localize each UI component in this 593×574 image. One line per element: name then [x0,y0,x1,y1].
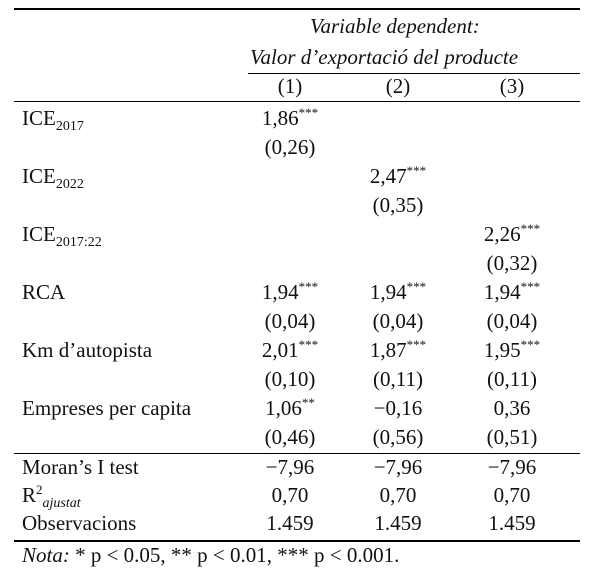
row-label: Empreses per capita [22,396,192,420]
coefficient-cell: 2,47*** [369,163,427,188]
std-error-cell: (0,10) [264,367,316,391]
col-header-3: (3) [499,74,525,98]
row-label: ICE2017:22 [22,222,102,250]
std-error-cell: (0,51) [486,425,538,449]
table-note: Nota: * p < 0.05, ** p < 0.01, *** p < 0… [22,543,399,567]
coefficient-cell: 1,94*** [261,279,319,304]
stat-label: Observacions [22,511,137,535]
coefficient-cell: 0,36 [493,396,531,420]
coefficient-cell: 2,26*** [483,221,541,246]
std-error-cell: (0,46) [264,425,316,449]
std-error-cell: (0,04) [264,309,316,333]
std-error-cell: (0,56) [372,425,424,449]
header-bottom-rule [14,101,580,102]
row-label: ICE2017 [22,106,84,134]
stat-cell: −7,96 [373,455,423,479]
std-error-cell: (0,26) [264,135,316,159]
stats-rule [14,453,580,454]
stat-cell: 0,70 [271,483,309,507]
stat-cell: 0,70 [379,483,417,507]
coefficient-cell: −0,16 [373,396,423,420]
coefficient-cell: 1,94*** [483,279,541,304]
std-error-cell: (0,11) [373,367,423,391]
stat-cell: −7,96 [265,455,315,479]
stat-label: Moran’s I test [22,455,139,479]
row-label: ICE2022 [22,164,84,192]
coefficient-cell: 2,01*** [261,337,319,362]
std-error-cell: (0,35) [372,193,424,217]
coefficient-cell: 1,94*** [369,279,427,304]
note-prefix: Nota: [22,543,70,567]
header-line-2: Valor d’exportació del producte [250,45,519,69]
coefficient-cell: 1,95*** [483,337,541,362]
stat-cell: 0,70 [493,483,531,507]
stat-label: R2ajustat [22,482,81,511]
header-rule [248,73,580,74]
row-label: Km d’autopista [22,338,153,362]
bottom-rule [14,540,580,542]
stat-cell: −7,96 [487,455,537,479]
stat-cell: 1.459 [266,511,314,535]
header-line-1: Variable dependent: [310,14,480,38]
col-header-2: (2) [385,74,411,98]
top-rule [14,8,580,10]
stat-cell: 1.459 [374,511,422,535]
std-error-cell: (0,04) [372,309,424,333]
stat-cell: 1.459 [488,511,536,535]
std-error-cell: (0,04) [486,309,538,333]
row-label: RCA [22,280,66,304]
coefficient-cell: 1,06** [265,395,315,420]
note-text: * p < 0.05, ** p < 0.01, *** p < 0.001. [69,543,400,567]
std-error-cell: (0,11) [487,367,537,391]
col-header-1: (1) [277,74,303,98]
std-error-cell: (0,32) [486,251,538,275]
coefficient-cell: 1,87*** [369,337,427,362]
coefficient-cell: 1,86*** [261,105,319,130]
